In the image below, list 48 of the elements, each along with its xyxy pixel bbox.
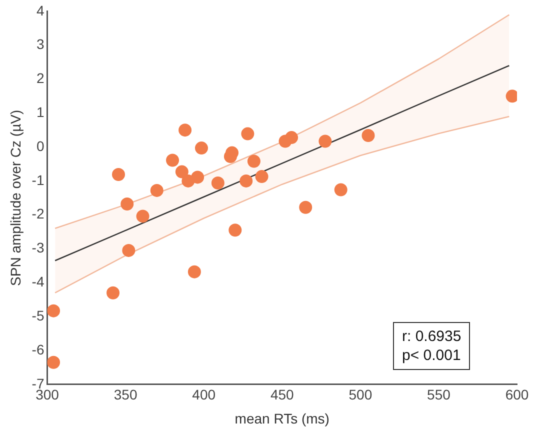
y-tick-label: -5 xyxy=(32,307,44,324)
point xyxy=(166,154,180,167)
annotation: p< 0.001 xyxy=(402,347,461,364)
point xyxy=(211,176,224,190)
x-tick-label: 400 xyxy=(192,386,216,403)
x-tick-label: 300 xyxy=(36,386,60,403)
y-tick-label: 4 xyxy=(36,2,44,18)
point xyxy=(150,184,164,197)
y-tick-label: -4 xyxy=(32,274,44,290)
point xyxy=(255,170,268,184)
point xyxy=(188,265,201,278)
annotation: r: 0.6935 xyxy=(402,328,462,345)
point xyxy=(334,183,348,196)
x-axis-title: mean RTs (ms) xyxy=(234,410,330,426)
point xyxy=(191,170,204,184)
point xyxy=(247,154,260,168)
point xyxy=(240,174,253,188)
point xyxy=(178,124,192,137)
point xyxy=(241,127,254,140)
point xyxy=(122,244,136,257)
point xyxy=(285,131,298,144)
y-tick-label: 1 xyxy=(36,104,44,120)
y-tick-label: -6 xyxy=(32,341,44,358)
point xyxy=(106,286,120,300)
point xyxy=(175,165,188,178)
point xyxy=(194,142,208,155)
point xyxy=(228,224,242,237)
x-tick-label: 350 xyxy=(114,386,138,403)
y-tick-label: 3 xyxy=(36,36,44,52)
y-tick-label: -1 xyxy=(32,172,44,188)
y-tick-label: -3 xyxy=(32,240,44,256)
y-tick-label: 2 xyxy=(36,70,44,86)
point xyxy=(362,129,375,142)
point xyxy=(112,168,125,182)
y-tick-label: 0 xyxy=(36,138,44,154)
point xyxy=(47,304,60,318)
x-tick-label: 450 xyxy=(270,386,294,403)
x-tick-label: 550 xyxy=(427,386,451,403)
point xyxy=(318,134,332,148)
y-tick-label: -2 xyxy=(32,206,44,222)
point xyxy=(136,210,150,223)
point xyxy=(47,356,60,369)
y-axis-title: SPN amplitude over Cz (µV) xyxy=(7,110,24,286)
x-tick-label: 500 xyxy=(348,386,372,403)
point xyxy=(224,150,237,164)
x-tick-label: 600 xyxy=(505,386,529,403)
point xyxy=(120,198,134,211)
point xyxy=(299,200,312,214)
